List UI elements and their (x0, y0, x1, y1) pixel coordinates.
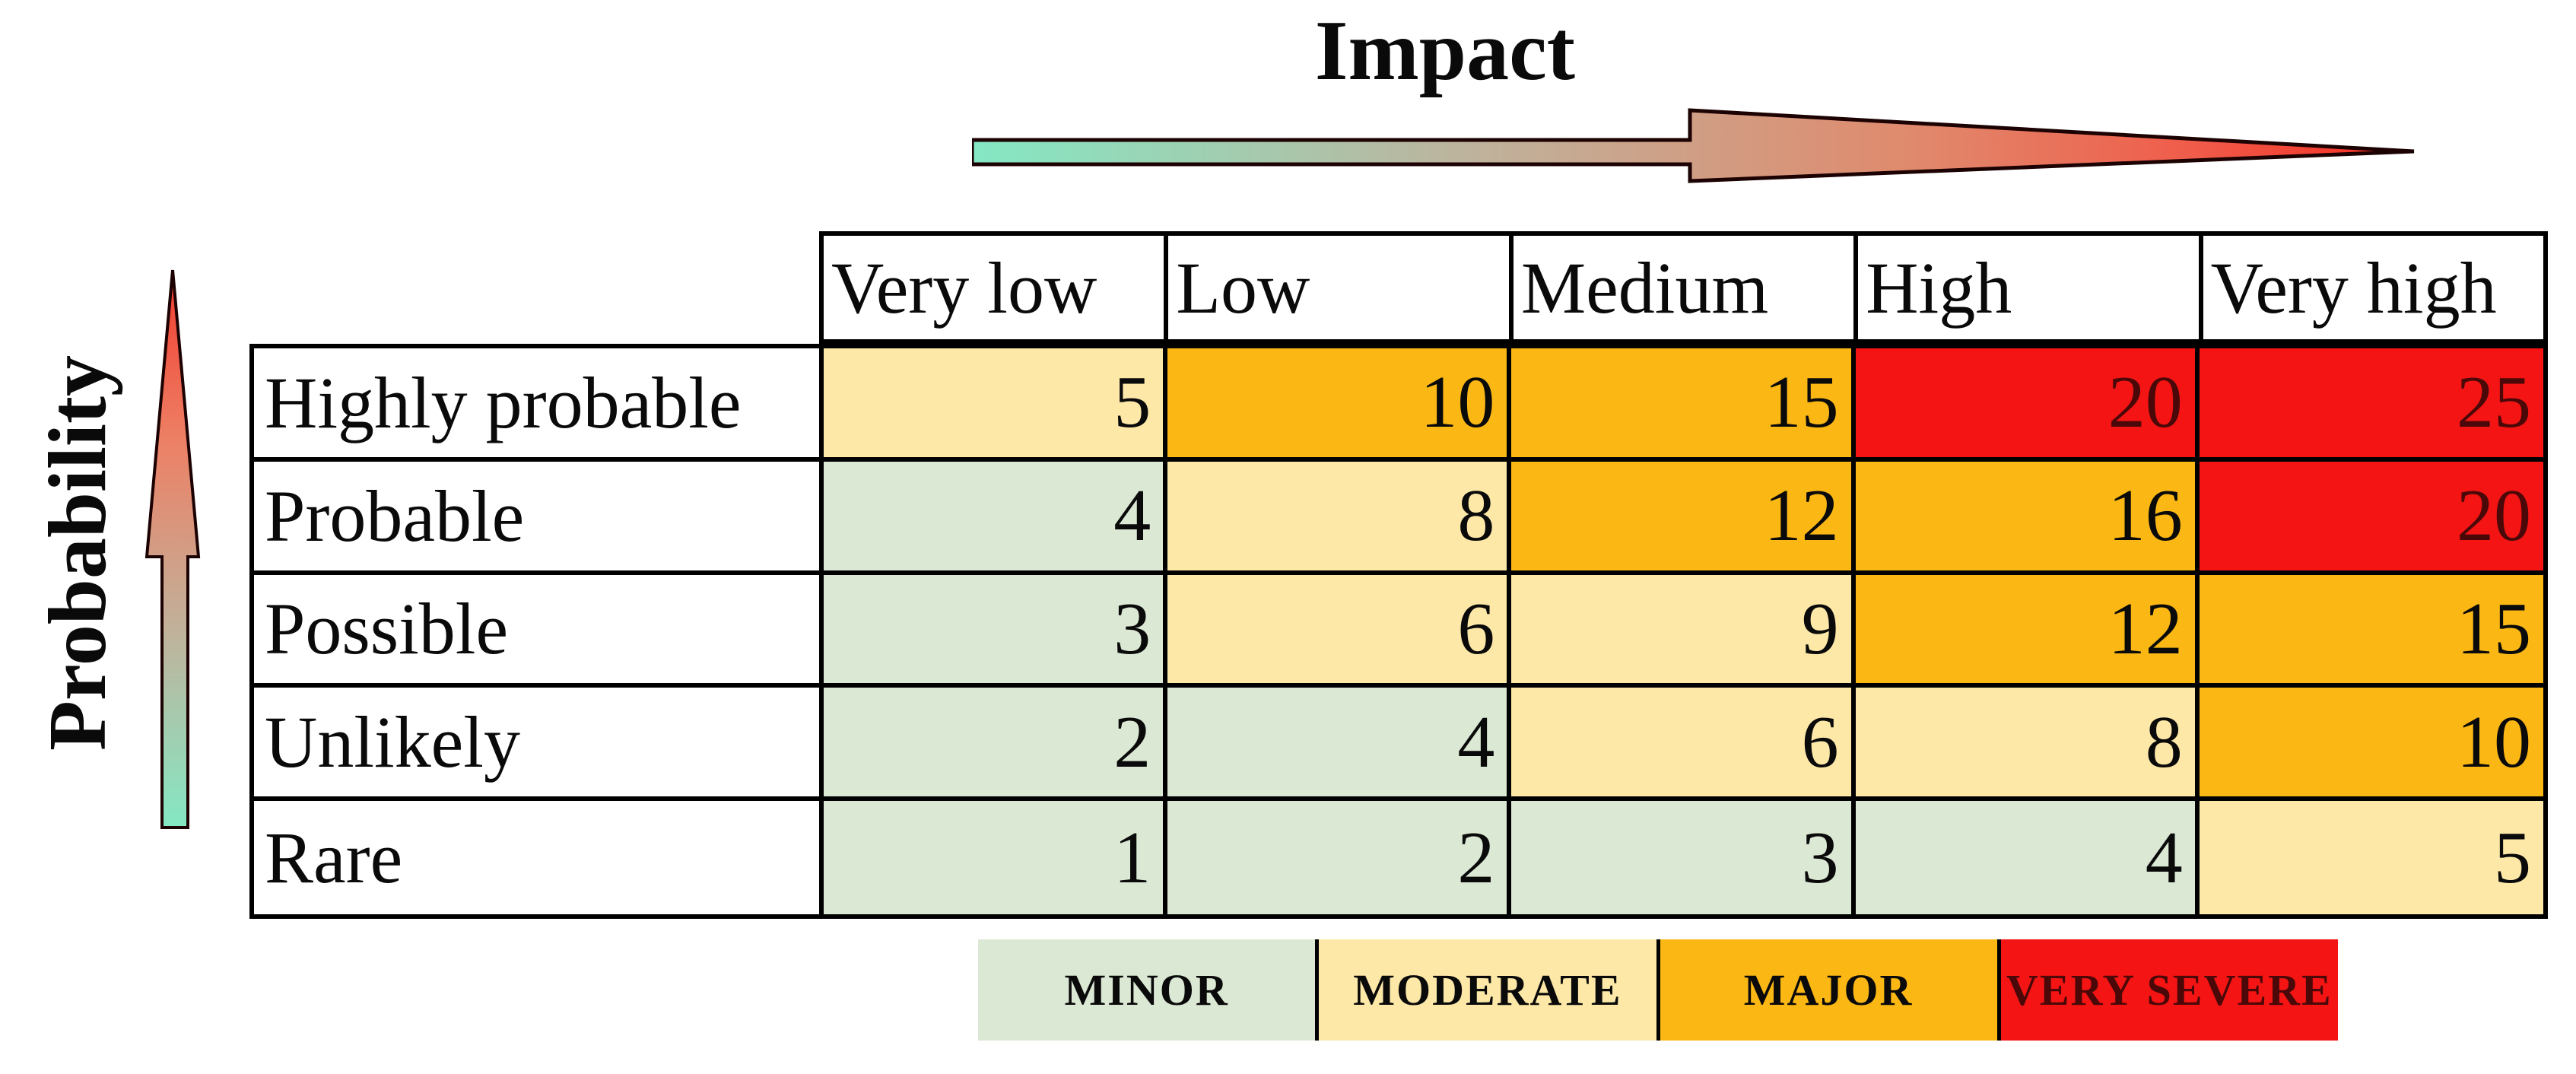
legend-item-minor: MINOR (978, 939, 1316, 1041)
matrix-cell: 4 (824, 461, 1168, 575)
matrix-cell: 6 (1167, 574, 1512, 688)
row-label-rare: Rare (254, 801, 824, 914)
row-label-probable: Probable (254, 461, 824, 575)
matrix-cell: 15 (2199, 574, 2543, 688)
matrix-cell: 10 (2199, 688, 2543, 802)
matrix-cell: 5 (824, 348, 1168, 462)
matrix-cell: 2 (1167, 801, 1512, 914)
impact-axis-title: Impact (1314, 4, 1576, 98)
col-header-medium: Medium (1514, 236, 1859, 339)
col-header-very-low: Very low (824, 236, 1169, 339)
matrix-cell: 12 (1855, 574, 2200, 688)
impact-header-row: Very low Low Medium High Very high (819, 231, 2548, 344)
impact-gradient-arrow-icon (972, 108, 2415, 183)
matrix-cell: 1 (824, 801, 1168, 914)
matrix-cell: 6 (1511, 688, 1856, 802)
probability-gradient-arrow-icon (145, 269, 201, 829)
matrix-cell: 10 (1167, 348, 1512, 462)
legend-item-moderate: MODERATE (1315, 939, 1656, 1041)
row-label-unlikely: Unlikely (254, 688, 824, 802)
risk-matrix-table: Highly probable 5 10 15 20 25 Probable 4… (249, 344, 2548, 919)
legend-item-very-severe: VERY SEVERE (1996, 939, 2338, 1041)
probability-axis-title: Probability (33, 354, 123, 751)
matrix-cell: 8 (1167, 461, 1512, 575)
matrix-cell: 20 (2199, 461, 2543, 575)
matrix-cell: 4 (1167, 688, 1512, 802)
col-header-high: High (1858, 236, 2203, 339)
row-label-highly-probable: Highly probable (254, 348, 824, 462)
matrix-cell: 3 (1511, 801, 1856, 914)
matrix-cell: 5 (2199, 801, 2543, 914)
matrix-cell: 2 (824, 688, 1168, 802)
severity-legend: MINOR MODERATE MAJOR VERY SEVERE (978, 939, 2338, 1041)
row-label-possible: Possible (254, 574, 824, 688)
col-header-very-high: Very high (2210, 246, 2497, 329)
matrix-cell: 16 (1855, 461, 2200, 575)
matrix-cell: 9 (1511, 574, 1856, 688)
matrix-cell: 3 (824, 574, 1168, 688)
matrix-cell: 12 (1511, 461, 1856, 575)
matrix-cell: 4 (1855, 801, 2200, 914)
matrix-cell: 15 (1511, 348, 1856, 462)
matrix-cell: 8 (1855, 688, 2200, 802)
matrix-cell: 20 (1855, 348, 2200, 462)
matrix-cell: 25 (2199, 348, 2543, 462)
col-header-low: Low (1168, 236, 1514, 339)
legend-item-major: MAJOR (1656, 939, 1997, 1041)
